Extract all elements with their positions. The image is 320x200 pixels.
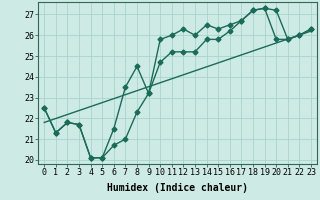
X-axis label: Humidex (Indice chaleur): Humidex (Indice chaleur) [107,183,248,193]
